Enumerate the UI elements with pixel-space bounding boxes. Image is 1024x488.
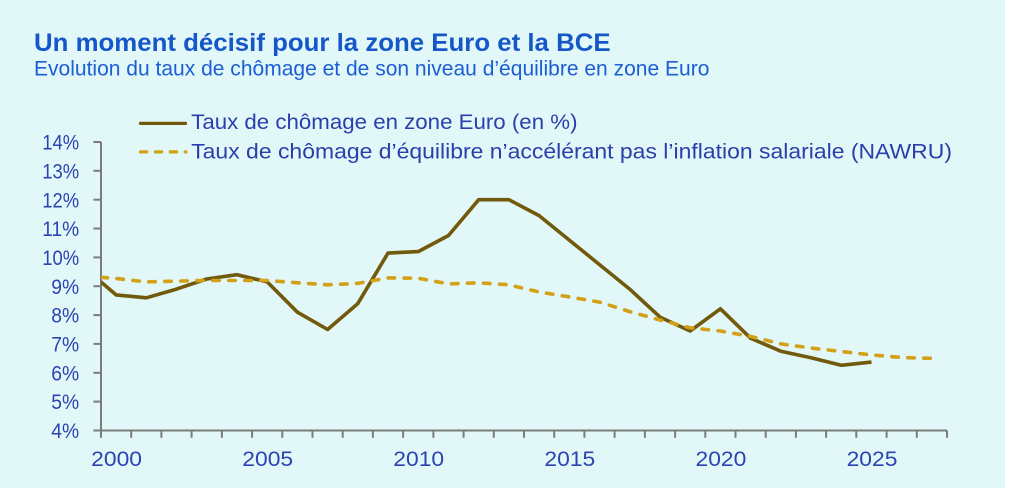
svg-text:Evolution du taux de chômage e: Evolution du taux de chômage et de son n…: [34, 57, 709, 80]
svg-text:Taux de chômage d’équilibre n’: Taux de chômage d’équilibre n’accélérant…: [191, 140, 952, 163]
svg-text:2025: 2025: [847, 448, 898, 471]
svg-text:13%: 13%: [42, 160, 79, 183]
svg-text:4%: 4%: [51, 420, 79, 443]
svg-text:6%: 6%: [51, 362, 79, 385]
svg-text:5%: 5%: [51, 391, 79, 414]
svg-text:2010: 2010: [393, 448, 444, 471]
svg-text:2015: 2015: [544, 448, 595, 471]
svg-text:Un moment décisif pour la zone: Un moment décisif pour la zone Euro et l…: [34, 29, 611, 57]
svg-text:8%: 8%: [51, 305, 79, 328]
svg-text:Taux de chômage en zone Euro (: Taux de chômage en zone Euro (en %): [191, 111, 577, 134]
svg-text:2020: 2020: [696, 448, 747, 471]
svg-text:10%: 10%: [42, 247, 79, 270]
svg-text:14%: 14%: [42, 132, 79, 155]
svg-text:9%: 9%: [51, 276, 79, 299]
svg-text:12%: 12%: [42, 189, 79, 212]
svg-text:2000: 2000: [91, 448, 142, 471]
svg-text:7%: 7%: [51, 334, 79, 357]
svg-text:11%: 11%: [42, 218, 79, 241]
svg-text:2005: 2005: [242, 448, 293, 471]
